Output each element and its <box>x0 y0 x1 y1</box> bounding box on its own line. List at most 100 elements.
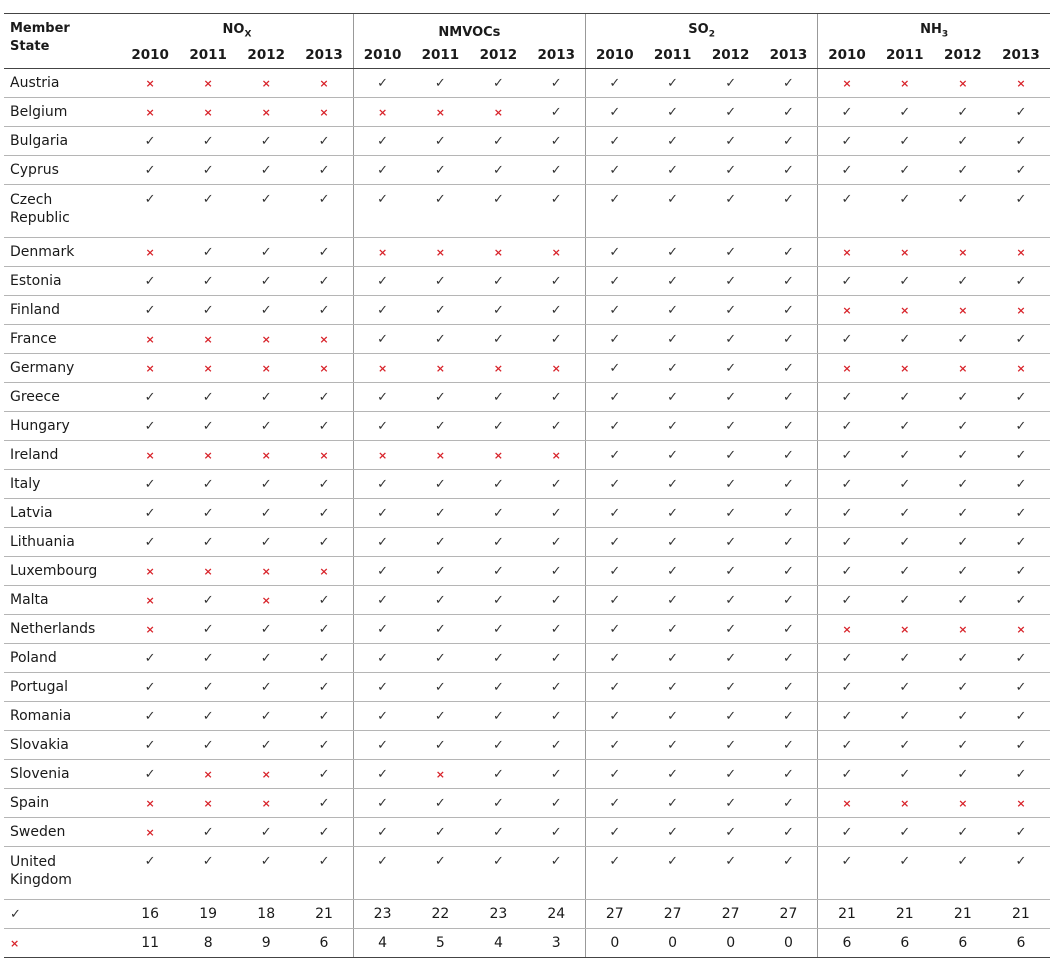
total-noncompliant-count: 4 <box>352 928 412 958</box>
status-cell: ✓ <box>237 643 296 673</box>
status-cell: × <box>411 237 470 267</box>
total-noncompliant-count: 0 <box>585 928 644 958</box>
check-icon: ✓ <box>609 680 621 695</box>
status-cell: ✓ <box>643 585 702 615</box>
status-cell: ✓ <box>179 155 238 185</box>
check-icon: ✓ <box>550 303 562 318</box>
status-cell: ✓ <box>817 266 876 296</box>
check-icon: ✓ <box>841 105 853 120</box>
status-cell: ✓ <box>875 701 934 731</box>
cross-icon: × <box>203 565 213 578</box>
check-icon: ✓ <box>609 192 621 207</box>
status-cell: ✓ <box>991 97 1050 127</box>
status-cell: ✓ <box>933 556 992 586</box>
check-icon: ✓ <box>1015 163 1027 178</box>
table-row: France × × × × ✓ ✓ ✓ ✓ ✓ ✓ ✓ ✓ ✓ ✓ ✓ ✓ <box>4 324 1050 354</box>
status-cell: ✓ <box>643 184 702 238</box>
status-cell: × <box>991 353 1050 383</box>
status-cell: ✓ <box>991 411 1050 441</box>
check-icon: ✓ <box>841 390 853 405</box>
header-row-years: 2010 2011 2012 2013 2010 2011 2012 2013 2010 2011… <box>4 42 1050 69</box>
status-cell: × <box>237 759 296 789</box>
check-icon: ✓ <box>899 854 911 869</box>
status-cell: × <box>237 556 296 586</box>
check-icon: ✓ <box>202 192 214 207</box>
cross-icon: × <box>203 333 213 346</box>
status-cell: × <box>121 614 180 644</box>
total-compliant-count: 23 <box>469 899 528 929</box>
status-cell: ✓ <box>585 155 644 185</box>
status-cell: × <box>933 68 992 98</box>
status-cell: ✓ <box>991 469 1050 499</box>
check-icon: ✓ <box>434 709 446 724</box>
status-cell: × <box>991 237 1050 267</box>
cross-icon: × <box>958 77 968 90</box>
year-header-so2-2010: 2010 <box>585 42 644 69</box>
status-cell: ✓ <box>875 585 934 615</box>
header-row-pollutants: Member State NOX NMVOCs SO2 NH3 <box>4 13 1050 69</box>
table-row: Slovenia ✓ × × ✓ ✓ × ✓ ✓ ✓ ✓ ✓ ✓ ✓ ✓ ✓ ✓ <box>4 759 1050 789</box>
member-state-name: Czech Republic <box>4 184 122 238</box>
check-icon: ✓ <box>492 709 504 724</box>
check-icon: ✓ <box>550 163 562 178</box>
status-cell: ✓ <box>643 237 702 267</box>
status-cell: ✓ <box>411 701 470 731</box>
check-icon: ✓ <box>260 854 272 869</box>
status-cell: ✓ <box>121 184 180 238</box>
table-row: Italy ✓ ✓ ✓ ✓ ✓ ✓ ✓ ✓ ✓ ✓ ✓ ✓ ✓ ✓ ✓ ✓ <box>4 469 1050 499</box>
check-icon: ✓ <box>377 854 389 869</box>
status-cell: ✓ <box>352 643 412 673</box>
check-icon: ✓ <box>667 274 679 289</box>
status-cell: ✓ <box>759 237 818 267</box>
check-icon: ✓ <box>957 506 969 521</box>
check-icon: ✓ <box>144 506 156 521</box>
member-state-name: Netherlands <box>4 614 122 644</box>
status-cell: ✓ <box>295 672 354 702</box>
cross-icon: × <box>261 362 271 375</box>
cross-icon: × <box>145 797 155 810</box>
status-cell: ✓ <box>121 295 180 325</box>
status-cell: ✓ <box>759 498 818 528</box>
check-icon: ✓ <box>1015 767 1027 782</box>
status-cell: ✓ <box>237 701 296 731</box>
check-icon: ✓ <box>1015 651 1027 666</box>
status-cell: ✓ <box>585 97 644 127</box>
check-icon: ✓ <box>492 535 504 550</box>
check-icon: ✓ <box>782 796 794 811</box>
cross-icon: × <box>900 77 910 90</box>
check-icon: ✓ <box>318 477 330 492</box>
status-cell: × <box>469 440 528 470</box>
status-cell: ✓ <box>643 817 702 847</box>
check-icon: ✓ <box>609 564 621 579</box>
check-icon: ✓ <box>841 564 853 579</box>
check-icon: ✓ <box>202 825 214 840</box>
cross-icon: × <box>958 623 968 636</box>
cross-icon: × <box>493 246 504 259</box>
total-compliant-count: 21 <box>875 899 934 929</box>
status-cell: × <box>527 353 586 383</box>
status-cell: ✓ <box>352 556 412 586</box>
check-icon: ✓ <box>10 907 21 922</box>
status-cell: × <box>817 788 876 818</box>
check-icon: ✓ <box>667 448 679 463</box>
member-state-name: Slovakia <box>4 730 122 760</box>
total-compliant-count: 24 <box>527 899 586 929</box>
status-cell: ✓ <box>643 788 702 818</box>
check-icon: ✓ <box>550 274 562 289</box>
cross-icon: × <box>551 246 561 259</box>
check-icon: ✓ <box>202 593 214 608</box>
status-cell: ✓ <box>933 324 992 354</box>
status-cell: ✓ <box>121 759 180 789</box>
member-state-name: Slovenia <box>4 759 122 789</box>
status-cell: ✓ <box>179 184 238 238</box>
check-icon: ✓ <box>550 796 562 811</box>
status-cell: ✓ <box>585 498 644 528</box>
check-icon: ✓ <box>1015 738 1027 753</box>
check-icon: ✓ <box>725 274 737 289</box>
status-cell: ✓ <box>875 643 934 673</box>
year-header-nmvocs-2011: 2011 <box>411 42 470 69</box>
check-icon: ✓ <box>260 163 272 178</box>
check-icon: ✓ <box>144 419 156 434</box>
check-icon: ✓ <box>260 477 272 492</box>
check-icon: ✓ <box>899 134 911 149</box>
